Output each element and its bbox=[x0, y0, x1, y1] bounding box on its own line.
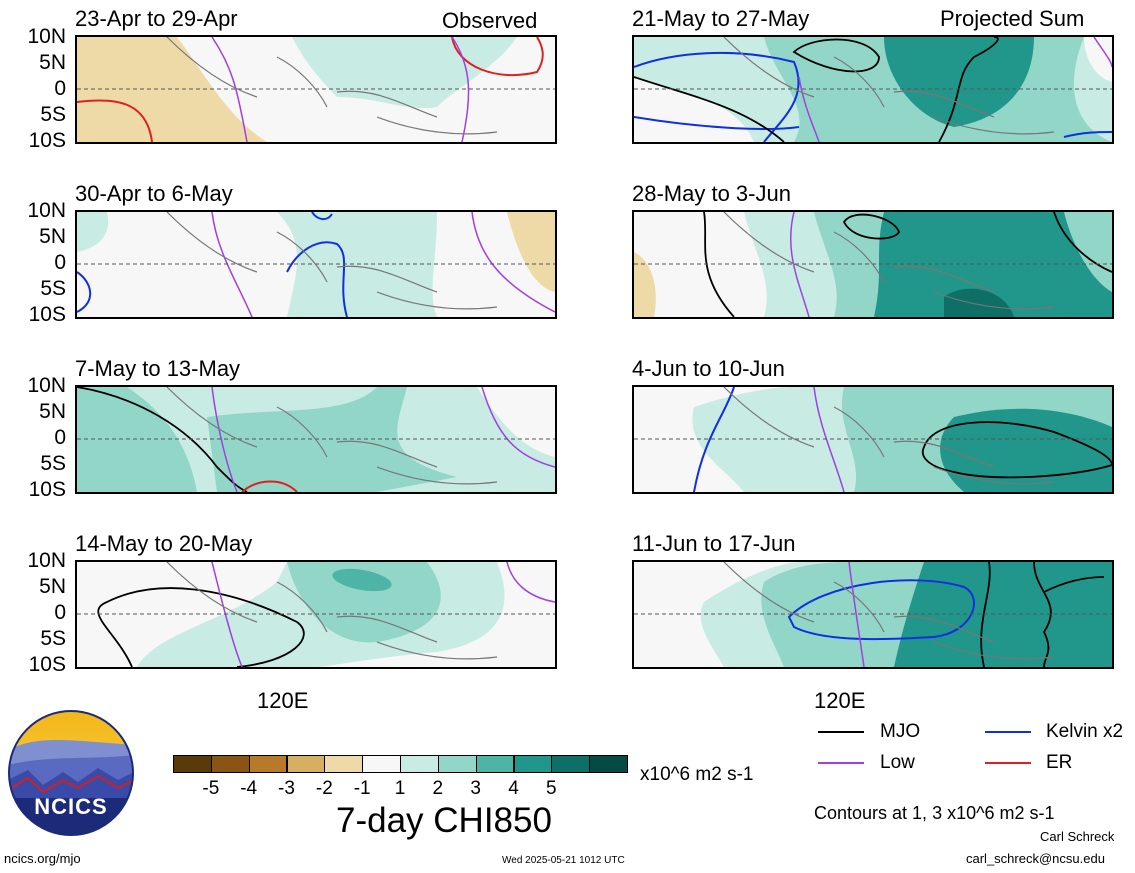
legend-label-low: Low bbox=[880, 752, 915, 773]
legend-swatch-mjo bbox=[818, 731, 864, 733]
lon-label: 120E bbox=[257, 688, 309, 713]
author-email[interactable]: carl_schreck@ncsu.edu bbox=[966, 851, 1105, 866]
panel-tag-projected: Projected Sum bbox=[940, 6, 1085, 31]
colorbar-units: x10^6 m2 s-1 bbox=[640, 764, 754, 785]
map-panel-6 bbox=[632, 210, 1114, 319]
colorbar-swatch bbox=[475, 755, 515, 773]
map-panel-4 bbox=[75, 560, 557, 669]
map-panel-8 bbox=[632, 560, 1114, 669]
panel-title: 11-Jun to 17-Jun bbox=[632, 531, 796, 556]
contour-note: Contours at 1, 3 x10^6 m2 s-1 bbox=[814, 803, 1055, 823]
map-panel-7 bbox=[632, 385, 1114, 494]
panel-title: 28-May to 3-Jun bbox=[632, 181, 791, 206]
colorbar-tick-label: -1 bbox=[353, 778, 371, 799]
legend-swatch-er bbox=[985, 762, 1031, 764]
legend-label-er: ER bbox=[1046, 752, 1073, 773]
colorbar-tick-label: 5 bbox=[546, 778, 557, 799]
map-panel-1 bbox=[75, 35, 557, 144]
colorbar-tick-label: -2 bbox=[315, 778, 333, 799]
panel-tag-observed: Observed bbox=[442, 8, 538, 33]
colorbar-tick-label: -3 bbox=[278, 778, 295, 799]
panel-title: 14-May to 20-May bbox=[75, 531, 253, 556]
lat-axis: 10N 5N 0 5S 10S bbox=[27, 549, 66, 676]
logo-text: NCICS bbox=[34, 794, 108, 819]
colorbar-tick-label: 3 bbox=[470, 778, 481, 799]
legend-swatch-low bbox=[818, 762, 864, 764]
colorbar-swatch bbox=[551, 755, 591, 773]
lat-axis: 10N 5N 0 5S 10S bbox=[27, 25, 66, 152]
author: Carl Schreck bbox=[1040, 829, 1115, 844]
colorbar-swatch bbox=[286, 755, 326, 773]
colorbar-swatch bbox=[362, 755, 401, 773]
site-link[interactable]: ncics.org/mjo bbox=[4, 851, 81, 866]
legend-label-mjo: MJO bbox=[880, 721, 921, 742]
colorbar-swatch bbox=[513, 755, 553, 773]
lon-label: 120E bbox=[814, 688, 866, 713]
colorbar-swatch bbox=[324, 755, 364, 773]
map-panel-2 bbox=[75, 210, 557, 319]
colorbar-swatch bbox=[248, 755, 288, 773]
colorbar-swatch bbox=[400, 755, 439, 773]
panel-title: 30-Apr to 6-May bbox=[75, 181, 233, 206]
colorbar-title: 7-day CHI850 bbox=[336, 801, 552, 840]
colorbar-tick-label: -4 bbox=[240, 778, 258, 799]
map-panel-5 bbox=[632, 35, 1114, 144]
panel-title: 7-May to 13-May bbox=[75, 356, 241, 381]
colorbar-swatch bbox=[437, 755, 477, 773]
map-panel-3 bbox=[75, 385, 557, 494]
colorbar-labels: -5 -4 -3 -2 -1 1 2 3 4 5 bbox=[173, 778, 627, 802]
timestamp: Wed 2025-05-21 1012 UTC bbox=[502, 855, 625, 866]
colorbar bbox=[173, 755, 628, 773]
lat-axis: 10N 5N 0 5S 10S bbox=[27, 199, 66, 326]
colorbar-swatch bbox=[210, 755, 250, 773]
legend-label-kelvin: Kelvin x2 bbox=[1046, 721, 1124, 742]
ncics-logo: NCICS bbox=[8, 710, 134, 836]
lat-axis: 10N 5N 0 5S 10S bbox=[27, 374, 66, 501]
colorbar-tick-label: 4 bbox=[508, 778, 519, 799]
colorbar-tick-label: 2 bbox=[432, 778, 444, 799]
panel-title: 4-Jun to 10-Jun bbox=[632, 356, 785, 381]
panel-title: 23-Apr to 29-Apr bbox=[75, 6, 238, 31]
colorbar-tick-label: -5 bbox=[202, 778, 220, 799]
panel-title: 21-May to 27-May bbox=[632, 6, 810, 31]
legend-swatch-kelvin bbox=[985, 731, 1031, 733]
colorbar-swatch bbox=[173, 755, 212, 773]
colorbar-swatch bbox=[589, 755, 628, 773]
colorbar-tick-label: 1 bbox=[394, 778, 406, 799]
